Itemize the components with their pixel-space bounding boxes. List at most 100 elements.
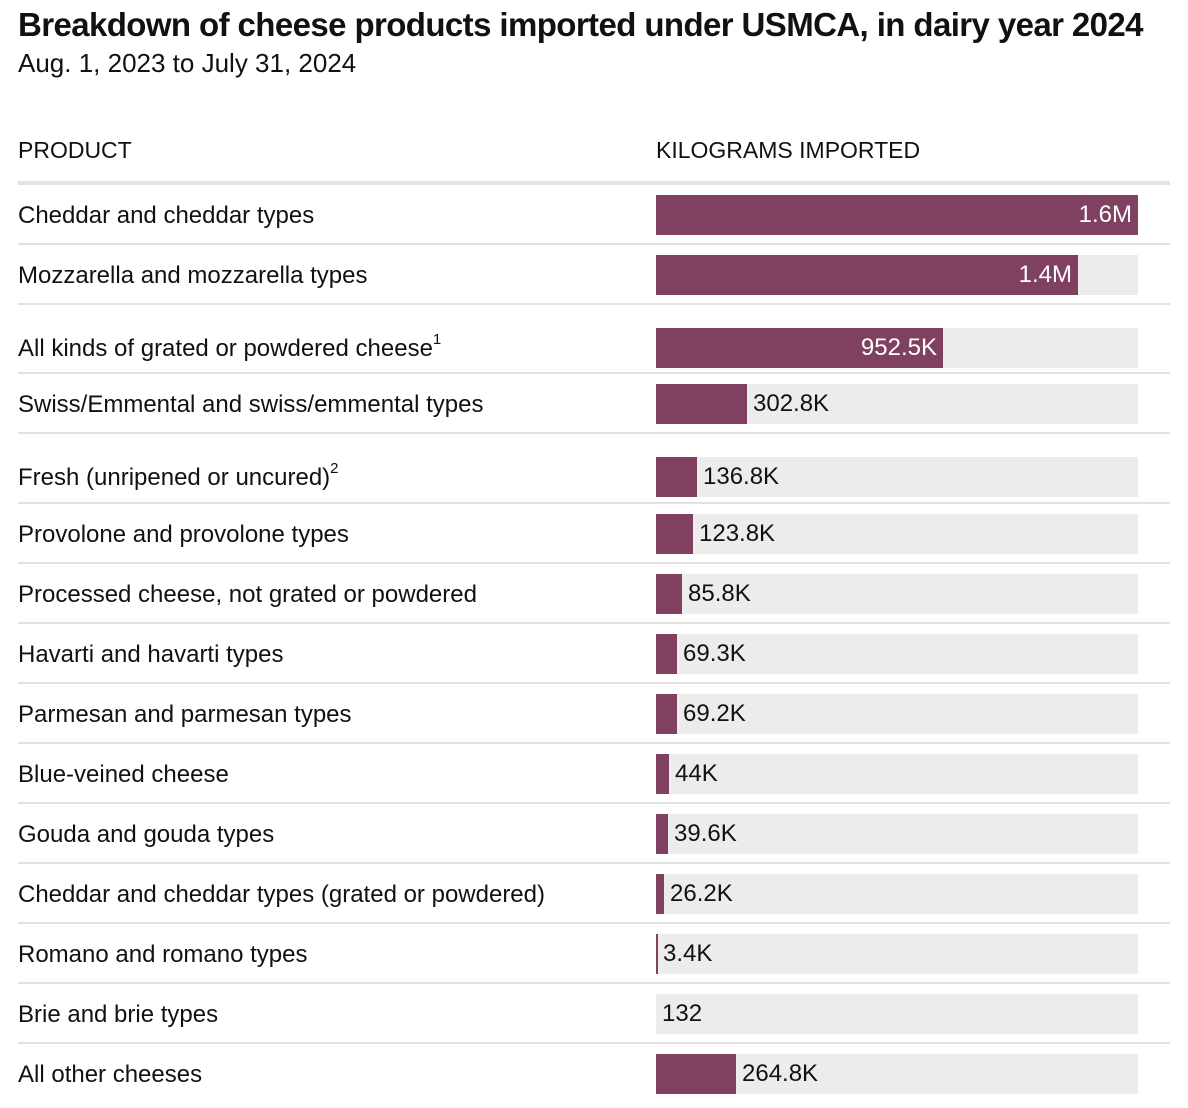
product-label: Parmesan and parmesan types xyxy=(18,701,352,729)
bar-track: 44K xyxy=(656,754,1138,794)
footnote-mark: 1 xyxy=(432,331,442,348)
value-label: 1.6M xyxy=(1078,201,1132,228)
value-label: 26.2K xyxy=(670,880,733,907)
value-label: 952.5K xyxy=(860,334,937,361)
product-name: Processed cheese, not grated or powdered xyxy=(18,581,477,608)
bar-track: 264.8K xyxy=(656,1054,1138,1094)
column-header-product: PRODUCT xyxy=(18,137,132,163)
product-name: Romano and romano types xyxy=(18,941,308,968)
bar-track: 85.8K xyxy=(656,574,1138,614)
bar xyxy=(656,1054,736,1094)
table-row: Brie and brie types 132 xyxy=(18,984,1170,1044)
product-name: All kinds of grated or powdered cheese xyxy=(18,335,433,362)
table-row: All kinds of grated or powdered cheese1 9… xyxy=(18,305,1170,374)
row-divider xyxy=(18,622,1170,624)
product-label: All other cheeses xyxy=(18,1061,202,1089)
row-divider xyxy=(18,243,1170,245)
bar xyxy=(656,384,747,424)
bar-track: 302.8K xyxy=(656,384,1138,424)
product-label: Swiss/Emmental and swiss/emmental types xyxy=(18,391,484,419)
bar xyxy=(656,754,669,794)
bar xyxy=(656,574,682,614)
product-name: Brie and brie types xyxy=(18,1001,219,1028)
table-row: Havarti and havarti types 69.3K xyxy=(18,624,1170,684)
value-label: 39.6K xyxy=(674,820,737,847)
row-divider xyxy=(18,502,1170,504)
product-label: Cheddar and cheddar types (grated or pow… xyxy=(18,881,545,909)
bar xyxy=(656,328,943,368)
value-label: 85.8K xyxy=(688,580,751,607)
bar xyxy=(656,634,677,674)
table-row: Cheddar and cheddar types 1.6M xyxy=(18,185,1170,245)
value-label: 123.8K xyxy=(699,520,776,547)
table-row: Processed cheese, not grated or powdered… xyxy=(18,564,1170,624)
table-row: Parmesan and parmesan types 69.2K xyxy=(18,684,1170,744)
bar xyxy=(656,874,664,914)
product-label: Brie and brie types xyxy=(18,1001,218,1029)
product-name: Havarti and havarti types xyxy=(18,641,284,668)
row-divider xyxy=(18,682,1170,684)
bar-track: 69.3K xyxy=(656,634,1138,674)
product-name: Cheddar and cheddar types (grated or pow… xyxy=(18,881,545,908)
product-name: Swiss/Emmental and swiss/emmental types xyxy=(18,391,484,418)
chart-title: Breakdown of cheese products imported un… xyxy=(18,6,1144,43)
product-label: Processed cheese, not grated or powdered xyxy=(18,581,477,609)
value-label: 44K xyxy=(675,760,718,787)
chart-subtitle: Aug. 1, 2023 to July 31, 2024 xyxy=(18,48,357,78)
bar-track: 39.6K xyxy=(656,814,1138,854)
product-label: Havarti and havarti types xyxy=(18,641,283,669)
row-divider xyxy=(18,802,1170,804)
bar-track: 1.4M xyxy=(656,255,1138,295)
row-divider xyxy=(18,982,1170,984)
row-divider xyxy=(18,1042,1170,1044)
product-name: Mozzarella and mozzarella types xyxy=(18,262,368,289)
product-name: Fresh (unripened or uncured) xyxy=(18,464,331,491)
table-row: Gouda and gouda types 39.6K xyxy=(18,804,1170,864)
table-row: Swiss/Emmental and swiss/emmental types 3… xyxy=(18,374,1170,434)
bar-track: 132 xyxy=(656,994,1138,1034)
value-label: 264.8K xyxy=(742,1060,819,1087)
product-label: Fresh (unripened or uncured)2 xyxy=(18,460,339,492)
product-name: Parmesan and parmesan types xyxy=(18,701,352,728)
value-label: 3.4K xyxy=(663,940,713,967)
value-label: 1.4M xyxy=(1018,261,1072,288)
row-divider xyxy=(18,862,1170,864)
row-divider xyxy=(18,922,1170,924)
footnote-mark: 2 xyxy=(330,460,339,477)
product-label: Mozzarella and mozzarella types xyxy=(18,262,368,290)
bar xyxy=(656,514,693,554)
row-divider xyxy=(18,742,1170,744)
product-label: Gouda and gouda types xyxy=(18,821,274,849)
product-label: Provolone and provolone types xyxy=(18,521,349,549)
product-name: All other cheeses xyxy=(18,1061,203,1088)
product-label: Blue-veined cheese xyxy=(18,761,229,789)
product-name: Blue-veined cheese xyxy=(18,761,229,788)
bar-track: 1.6M xyxy=(656,195,1138,235)
value-label: 69.3K xyxy=(683,640,746,667)
bar xyxy=(656,195,1138,235)
bar xyxy=(656,694,677,734)
table-row: Romano and romano types 3.4K xyxy=(18,924,1170,984)
value-label: 136.8K xyxy=(703,463,780,490)
bar-track: 952.5K xyxy=(656,328,1138,368)
value-label: 302.8K xyxy=(753,390,830,417)
value-label: 132 xyxy=(662,1000,703,1027)
table-row: Blue-veined cheese 44K xyxy=(18,744,1170,804)
column-header-kilograms: KILOGRAMS IMPORTED xyxy=(656,137,921,163)
table-row: Provolone and provolone types 123.8K xyxy=(18,504,1170,564)
table-row: All other cheeses 264.8K xyxy=(18,1044,1170,1104)
bar-track: 123.8K xyxy=(656,514,1138,554)
bar-track: 3.4K xyxy=(656,934,1138,974)
product-name: Gouda and gouda types xyxy=(18,821,275,848)
bar-track: 26.2K xyxy=(656,874,1138,914)
product-name: Provolone and provolone types xyxy=(18,521,349,548)
bar xyxy=(656,934,658,974)
value-label: 69.2K xyxy=(683,700,746,727)
table-row: Fresh (unripened or uncured)2 136.8K xyxy=(18,434,1170,504)
product-name: Cheddar and cheddar types xyxy=(18,202,315,229)
row-divider xyxy=(18,303,1170,305)
row-divider xyxy=(18,432,1170,434)
table-row: Mozzarella and mozzarella types 1.4M xyxy=(18,245,1170,305)
product-label: Cheddar and cheddar types xyxy=(18,202,314,230)
